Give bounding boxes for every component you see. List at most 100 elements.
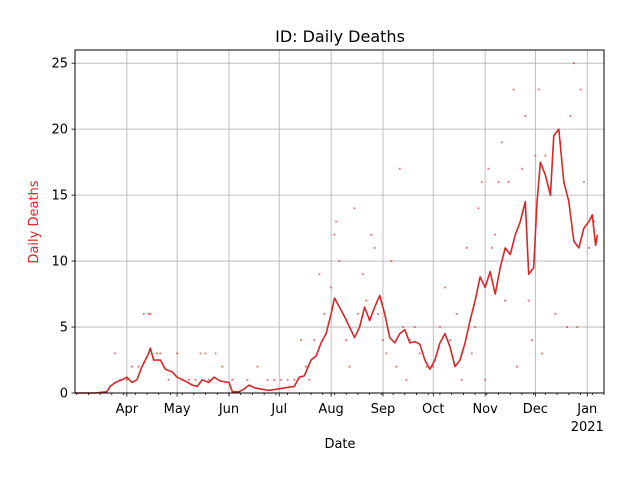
y-tick-label: 10 bbox=[51, 255, 68, 270]
daily-point bbox=[348, 365, 351, 368]
x-tick-label: Oct bbox=[422, 402, 444, 417]
daily-point bbox=[204, 352, 207, 355]
daily-point bbox=[484, 378, 487, 381]
daily-point bbox=[572, 62, 575, 65]
daily-point bbox=[293, 378, 296, 381]
y-tick-label: 25 bbox=[51, 57, 68, 72]
daily-point bbox=[279, 378, 283, 381]
daily-point bbox=[544, 154, 547, 157]
daily-point bbox=[114, 352, 117, 355]
daily-point bbox=[149, 312, 152, 315]
daily-point bbox=[490, 246, 493, 249]
daily-point bbox=[398, 167, 401, 170]
x-tick-label: Sep bbox=[371, 402, 396, 417]
x-tick-label: Jul bbox=[270, 402, 287, 417]
x-tick-label: May bbox=[164, 402, 191, 417]
daily-point bbox=[176, 352, 179, 355]
daily-point bbox=[199, 352, 202, 355]
daily-point bbox=[487, 167, 490, 170]
daily-point bbox=[402, 325, 405, 329]
daily-point bbox=[497, 180, 500, 184]
daily-point bbox=[520, 167, 524, 170]
daily-point bbox=[554, 312, 557, 315]
daily-point bbox=[221, 365, 224, 368]
daily-point bbox=[207, 378, 211, 381]
daily-point bbox=[438, 325, 442, 329]
daily-point bbox=[333, 233, 336, 236]
daily-point bbox=[566, 325, 569, 329]
daily-point bbox=[370, 233, 373, 236]
daily-point bbox=[345, 339, 348, 342]
daily-point bbox=[540, 352, 544, 355]
daily-point bbox=[515, 365, 519, 368]
daily-point bbox=[356, 312, 360, 315]
daily-point bbox=[579, 88, 582, 91]
daily-point bbox=[413, 325, 416, 329]
daily-point bbox=[147, 312, 150, 315]
daily-point bbox=[125, 378, 128, 381]
daily-points bbox=[114, 62, 596, 381]
daily-point bbox=[159, 352, 162, 355]
x-tick-label: Jan bbox=[576, 402, 597, 417]
x-tick-label: Jun bbox=[218, 402, 239, 417]
chart-title: ID: Daily Deaths bbox=[275, 27, 405, 46]
y-axis-ticks: 0 5 10 15 20 25 bbox=[51, 57, 75, 402]
x-tick-label: Nov bbox=[472, 402, 498, 417]
x-axis-ticks: Apr May Jun Jul Aug Sep Oct Nov Dec Jan 2021 bbox=[76, 393, 605, 435]
daily-point bbox=[494, 233, 497, 236]
daily-point bbox=[231, 378, 234, 381]
daily-point bbox=[527, 299, 530, 302]
daily-point bbox=[323, 312, 326, 315]
daily-point bbox=[390, 259, 393, 263]
daily-point bbox=[443, 286, 447, 289]
daily-point bbox=[308, 378, 311, 381]
x-tick-label: Dec bbox=[523, 402, 548, 417]
daily-point bbox=[194, 378, 197, 381]
daily-point bbox=[537, 88, 540, 91]
series-line bbox=[75, 128, 599, 394]
daily-point bbox=[405, 378, 408, 381]
daily-point bbox=[465, 246, 468, 249]
daily-point bbox=[477, 207, 480, 210]
daily-point bbox=[500, 141, 503, 144]
daily-point bbox=[266, 378, 269, 381]
daily-point bbox=[569, 114, 572, 118]
daily-point bbox=[376, 312, 380, 315]
daily-point bbox=[313, 339, 316, 342]
daily-point bbox=[587, 246, 591, 249]
daily-point bbox=[361, 273, 365, 276]
daily-point bbox=[512, 88, 515, 91]
y-axis-label: Daily Deaths bbox=[27, 180, 42, 263]
daily-point bbox=[507, 180, 510, 184]
y-tick-label: 5 bbox=[60, 321, 68, 336]
daily-point bbox=[432, 365, 435, 368]
x-tick-year-label: 2021 bbox=[571, 420, 604, 435]
daily-point bbox=[395, 365, 398, 368]
daily-point bbox=[187, 378, 190, 381]
daily-point bbox=[530, 339, 534, 342]
daily-point bbox=[304, 365, 308, 368]
daily-point bbox=[455, 312, 458, 315]
x-tick-label: Apr bbox=[116, 402, 139, 417]
daily-point bbox=[381, 339, 385, 342]
daily-point bbox=[582, 180, 586, 184]
daily-point bbox=[385, 352, 388, 355]
daily-point bbox=[534, 154, 537, 157]
daily-point bbox=[335, 220, 338, 223]
daily-point bbox=[142, 312, 145, 315]
daily-point bbox=[246, 378, 249, 381]
daily-point bbox=[460, 378, 463, 381]
daily-point bbox=[470, 352, 473, 355]
daily-point bbox=[137, 365, 140, 368]
daily-point bbox=[373, 246, 376, 249]
y-tick-label: 0 bbox=[60, 387, 68, 402]
y-tick-label: 20 bbox=[51, 123, 68, 138]
plot-frame bbox=[74, 49, 605, 394]
daily-point bbox=[524, 114, 527, 118]
daily-point bbox=[330, 286, 333, 289]
daily-point bbox=[273, 378, 276, 381]
daily-point bbox=[155, 352, 159, 355]
daily-point bbox=[318, 273, 321, 276]
